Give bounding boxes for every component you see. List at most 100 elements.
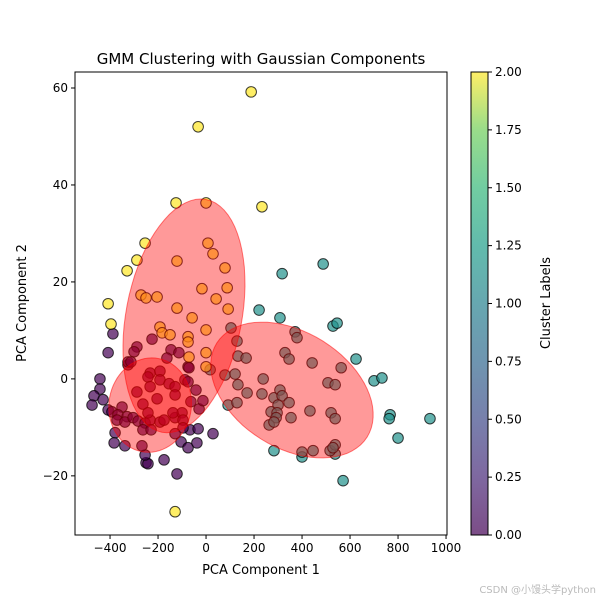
y-tick-label: 40 (53, 178, 68, 192)
data-point-cluster-1 (240, 352, 252, 364)
data-point-cluster-2 (121, 264, 133, 277)
data-point-cluster-0 (119, 439, 131, 452)
data-point-cluster-2 (186, 312, 198, 324)
x-tick-label: 0 (202, 541, 210, 555)
data-point-cluster-2 (200, 346, 212, 359)
data-point-cluster-2 (171, 255, 183, 267)
gaussian-ellipse-2 (210, 321, 374, 459)
x-axis-label: PCA Component 1 (202, 563, 320, 578)
data-point-cluster-1 (327, 441, 339, 454)
y-tick-label: 20 (53, 275, 68, 289)
data-point-cluster-1 (232, 378, 244, 391)
data-point-cluster-1 (335, 361, 347, 374)
data-point-cluster-1 (329, 378, 341, 391)
colorbar-tick-label: 0.00 (495, 528, 522, 542)
data-point-cluster-2 (151, 291, 163, 303)
data-point-cluster-1 (274, 312, 286, 324)
data-point-cluster-0 (169, 389, 181, 401)
data-point-cluster-1 (285, 411, 297, 424)
data-point-cluster-2 (202, 237, 214, 249)
x-tick-label: 200 (243, 541, 266, 555)
data-point-cluster-2 (164, 328, 176, 341)
watermark: CSDN @小馒头学python (479, 585, 596, 596)
data-point-cluster-1 (304, 405, 316, 417)
data-point-cluster-0 (161, 352, 173, 364)
x-tick-label: 400 (291, 541, 314, 555)
data-point-cluster-0 (177, 422, 189, 434)
gaussian-ellipse-1 (122, 198, 246, 434)
x-axis-ticks: −400 −200 0 200 400 600 800 1000 (94, 535, 462, 555)
colorbar-tick-label: 1.00 (495, 297, 522, 311)
data-point-cluster-1 (329, 412, 341, 425)
y-axis-label: PCA Component 2 (15, 244, 30, 362)
data-point-cluster-0 (97, 393, 109, 406)
data-point-cluster-0 (107, 328, 119, 340)
colorbar-label: Cluster Labels (539, 257, 554, 349)
data-point-cluster-2 (210, 293, 222, 305)
x-tick-label: 1000 (431, 541, 462, 555)
data-point-cluster-2 (256, 200, 268, 213)
colorbar-tick-label: 1.75 (495, 123, 522, 137)
chart-title: GMM Clustering with Gaussian Components (97, 50, 426, 68)
data-point-cluster-1 (257, 373, 269, 385)
data-point-cluster-0 (108, 437, 120, 449)
data-point-cluster-1 (283, 396, 295, 409)
data-point-cluster-2 (182, 336, 194, 348)
data-point-cluster-0 (102, 346, 114, 359)
data-point-cluster-2 (105, 318, 117, 330)
data-point-cluster-2 (102, 297, 114, 310)
data-point-cluster-0 (158, 414, 170, 426)
data-point-cluster-0 (197, 394, 209, 407)
data-point-cluster-0 (151, 392, 163, 405)
data-point-cluster-1 (307, 444, 319, 457)
data-point-cluster-0 (207, 427, 219, 440)
data-point-cluster-1 (268, 416, 280, 428)
x-tick-label: 600 (339, 541, 362, 555)
data-point-cluster-1 (392, 432, 404, 444)
data-point-cluster-1 (231, 335, 243, 347)
data-point-cluster-0 (192, 423, 204, 435)
data-point-cluster-1 (241, 387, 253, 399)
gaussian-ellipses (108, 198, 374, 459)
data-point-cluster-0 (167, 407, 179, 419)
data-point-cluster-0 (171, 468, 183, 480)
data-point-cluster-0 (142, 407, 154, 419)
data-point-cluster-0 (145, 423, 157, 436)
data-point-cluster-1 (283, 353, 295, 365)
data-point-cluster-1 (331, 317, 343, 329)
data-point-cluster-2 (171, 302, 183, 314)
gaussian-ellipse-3 (108, 357, 192, 453)
data-point-cluster-2 (219, 262, 231, 274)
y-axis-ticks: −20 0 20 40 60 (43, 81, 75, 483)
data-point-cluster-2 (139, 237, 151, 249)
data-point-cluster-0 (136, 439, 148, 452)
data-point-cluster-2 (140, 292, 152, 304)
colorbar-tick-label: 0.50 (495, 412, 522, 426)
data-point-cluster-0 (131, 386, 143, 398)
data-point-cluster-1 (225, 322, 237, 334)
colorbar-ticks: 0.00 0.25 0.50 0.75 1.00 1.25 1.50 1.75 2.00 (488, 65, 522, 542)
data-point-cluster-1 (424, 412, 436, 425)
data-point-cluster-2 (169, 505, 181, 518)
data-point-cluster-1 (253, 304, 265, 316)
data-point-cluster-2 (196, 282, 208, 295)
data-point-cluster-2 (183, 351, 195, 363)
y-tick-label: 0 (60, 372, 68, 386)
data-point-cluster-2 (200, 324, 212, 336)
data-point-cluster-1 (383, 412, 395, 425)
data-point-cluster-1 (276, 267, 288, 280)
x-tick-label: 800 (387, 541, 410, 555)
data-point-cluster-0 (86, 399, 98, 411)
colorbar (470, 71, 489, 536)
data-point-cluster-1 (350, 353, 362, 365)
data-point-cluster-0 (146, 333, 158, 345)
data-point-cluster-1 (231, 396, 243, 409)
x-tick-label: −400 (94, 541, 127, 555)
data-point-cluster-1 (337, 474, 349, 487)
data-point-cluster-2 (207, 248, 219, 260)
y-tick-label: 60 (53, 81, 68, 95)
data-point-cluster-1 (317, 258, 329, 270)
plot-frame (74, 71, 448, 536)
